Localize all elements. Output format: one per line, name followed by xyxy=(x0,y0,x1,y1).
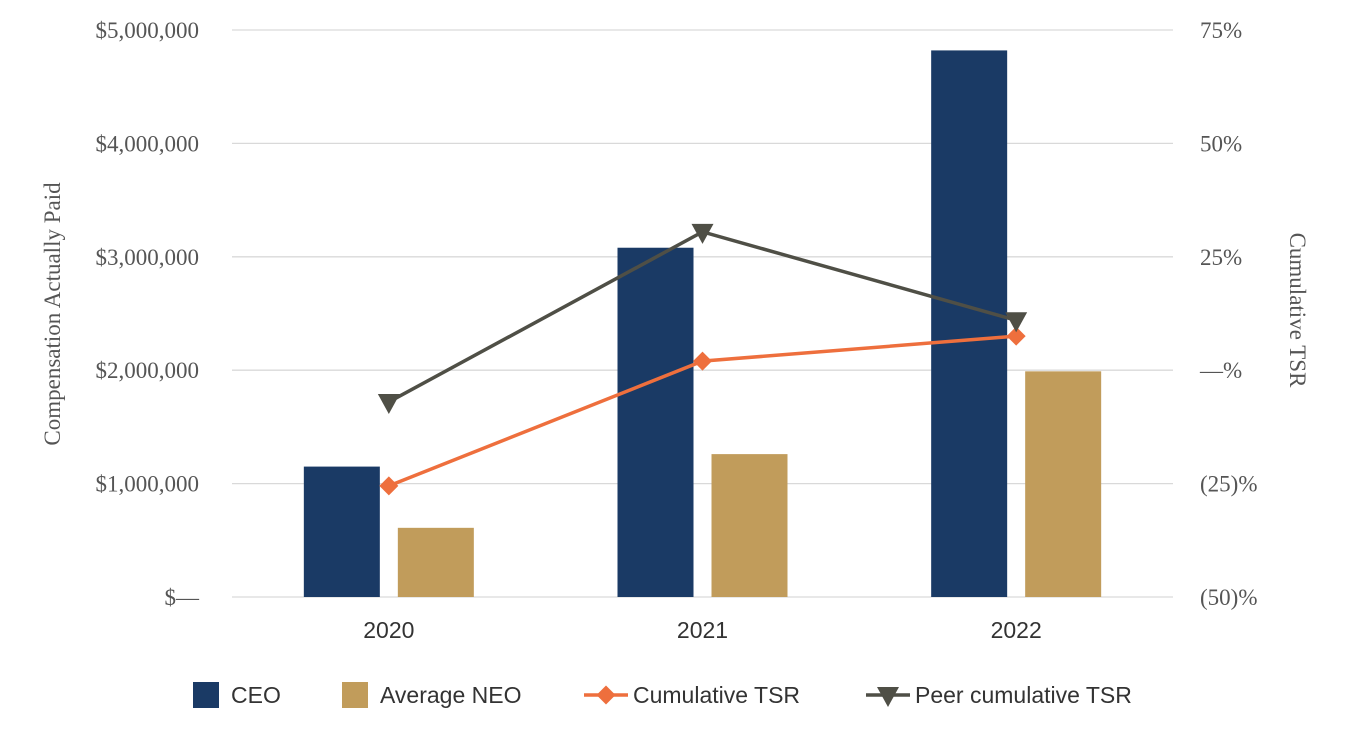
bar-average-neo-2021 xyxy=(711,454,788,597)
left-tick-label: $4,000,000 xyxy=(96,131,200,156)
peer-cumulative-tsr-2021-marker xyxy=(691,223,714,244)
peer-cumulative-tsr-2022-marker xyxy=(1005,312,1028,333)
right-tick-label: (50)% xyxy=(1200,585,1257,610)
bar-ceo-2022 xyxy=(931,50,1008,598)
right-axis-title: Cumulative TSR xyxy=(1285,233,1310,388)
legend-label-peer-cumulative-tsr: Peer cumulative TSR xyxy=(915,682,1132,708)
legend-cumulative-tsr-marker xyxy=(596,685,616,705)
left-axis-title: Compensation Actually Paid xyxy=(40,182,65,446)
axis-ticks: $— $1,000,000 $2,000,000 $3,000,000 $4,000,0… xyxy=(96,18,1258,643)
left-tick-label: $— xyxy=(165,585,201,610)
cumulative-tsr-2020-marker xyxy=(379,476,399,496)
peer-cumulative-tsr-2020-marker xyxy=(377,393,400,414)
bar-average-neo-2020 xyxy=(397,527,474,597)
left-tick-label: $3,000,000 xyxy=(96,245,200,270)
right-tick-label: 75% xyxy=(1200,18,1242,43)
bar-ceo-2020 xyxy=(303,466,380,597)
legend-label-ceo: CEO xyxy=(231,682,281,708)
legend-swatch-ceo xyxy=(193,682,219,708)
cumulative-tsr-2021-marker xyxy=(693,351,712,371)
right-tick-label: (25)% xyxy=(1200,472,1257,497)
legend-label-cumulative-tsr: Cumulative TSR xyxy=(633,682,800,708)
legend-label-average-neo: Average NEO xyxy=(380,682,521,708)
x-tick-label: 2022 xyxy=(991,617,1042,643)
x-tick-label: 2021 xyxy=(677,617,728,643)
left-tick-label: $2,000,000 xyxy=(96,358,200,383)
x-tick-label: 2020 xyxy=(363,617,414,643)
legend-swatch-average-neo xyxy=(342,682,368,708)
cumulative-tsr-2022-marker xyxy=(1006,326,1026,346)
right-tick-label: 25% xyxy=(1200,245,1242,270)
bar-average-neo-2022 xyxy=(1025,371,1102,597)
legend-peer-cumulative-tsr-marker xyxy=(877,687,899,707)
legend: CEO Average NEO Cumulative TSR Peer cumulat… xyxy=(193,682,1132,708)
right-tick-label: —% xyxy=(1199,358,1242,383)
bar-ceo-2021 xyxy=(617,247,694,597)
left-tick-label: $5,000,000 xyxy=(96,18,200,43)
left-tick-label: $1,000,000 xyxy=(96,472,200,497)
right-tick-label: 50% xyxy=(1200,131,1242,156)
tsr-lines xyxy=(377,223,1028,496)
bars xyxy=(303,50,1102,598)
